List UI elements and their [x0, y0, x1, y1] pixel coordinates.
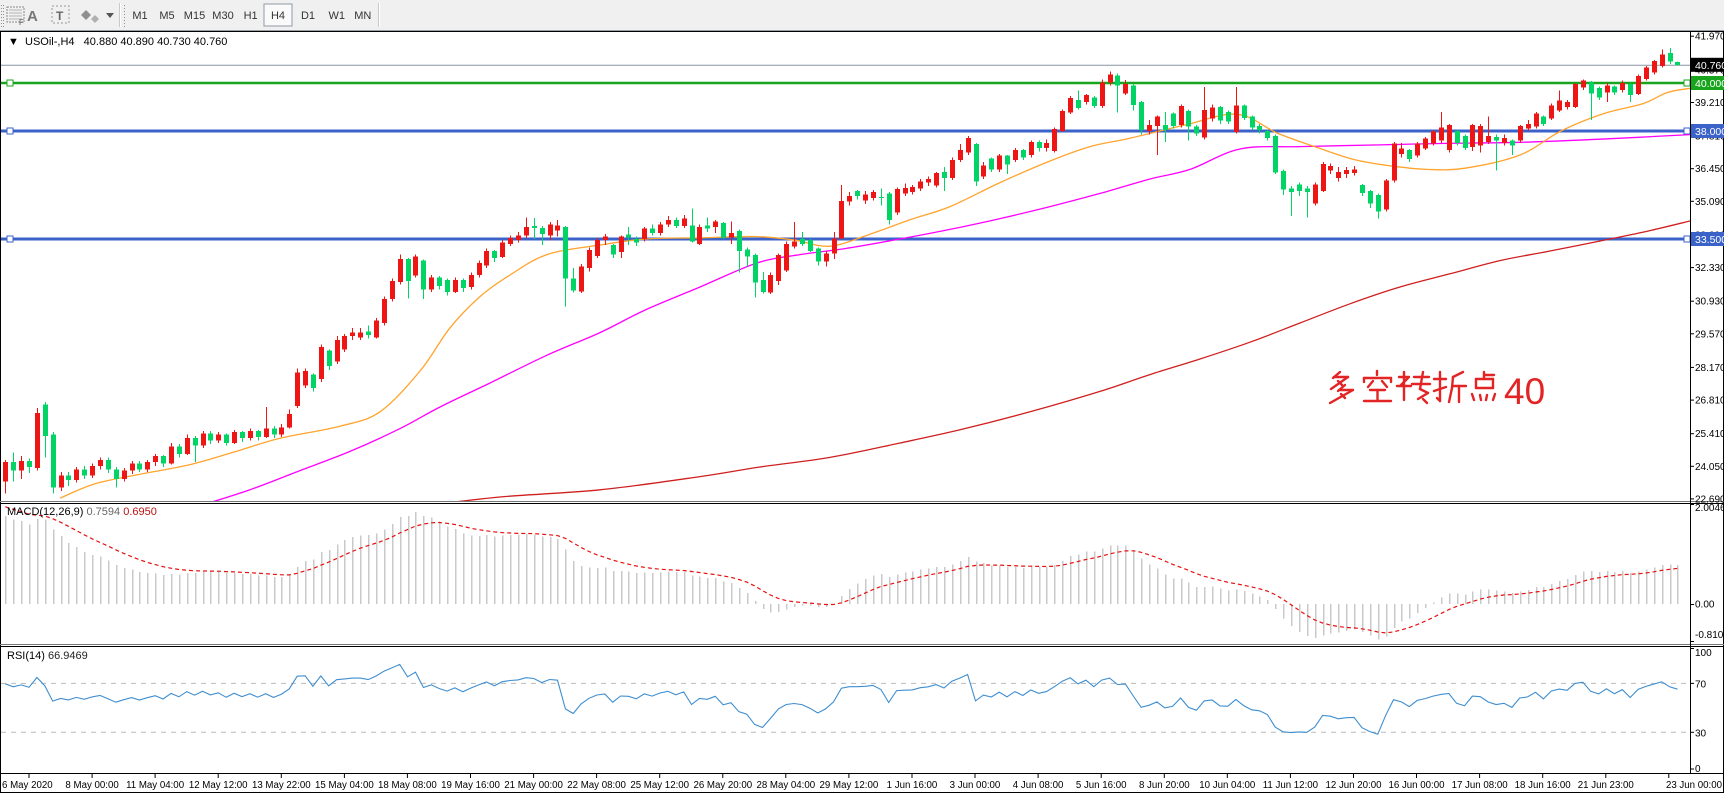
- svg-text:23 Jun 00:00: 23 Jun 00:00: [1666, 780, 1723, 791]
- svg-text:2.0046: 2.0046: [1695, 503, 1724, 514]
- svg-text:12 Jun 20:00: 12 Jun 20:00: [1325, 780, 1382, 791]
- svg-text:-0.8108: -0.8108: [1695, 630, 1724, 641]
- svg-text:16 Jun 00:00: 16 Jun 00:00: [1388, 780, 1445, 791]
- svg-text:M15: M15: [184, 10, 205, 22]
- svg-text:10 Jun 04:00: 10 Jun 04:00: [1199, 780, 1256, 791]
- svg-text:35.090: 35.090: [1695, 197, 1724, 208]
- svg-text:21 May 00:00: 21 May 00:00: [504, 780, 563, 791]
- svg-text:17 Jun 08:00: 17 Jun 08:00: [1452, 780, 1509, 791]
- svg-text:6 May 2020: 6 May 2020: [2, 780, 53, 791]
- svg-text:36.450: 36.450: [1695, 164, 1724, 175]
- svg-text:8 May 00:00: 8 May 00:00: [65, 780, 119, 791]
- svg-text:19 May 16:00: 19 May 16:00: [441, 780, 500, 791]
- svg-text:11 Jun 12:00: 11 Jun 12:00: [1263, 780, 1319, 791]
- svg-text:RSI(14) 66.9469: RSI(14) 66.9469: [7, 650, 88, 662]
- svg-text:33.500: 33.500: [1695, 234, 1724, 246]
- svg-text:30.930: 30.930: [1695, 297, 1724, 308]
- svg-text:D1: D1: [301, 10, 315, 22]
- svg-text:41.970: 41.970: [1695, 32, 1724, 43]
- svg-text:40.760: 40.760: [1695, 60, 1724, 72]
- svg-text:F: F: [19, 18, 24, 27]
- svg-text:39.210: 39.210: [1695, 98, 1724, 109]
- svg-text:40: 40: [1504, 371, 1545, 412]
- svg-text:29.570: 29.570: [1695, 329, 1724, 340]
- svg-text:100: 100: [1695, 648, 1712, 659]
- svg-text:15 May 04:00: 15 May 04:00: [315, 780, 374, 791]
- svg-text:12 May 12:00: 12 May 12:00: [189, 780, 248, 791]
- svg-text:26.810: 26.810: [1695, 396, 1724, 407]
- svg-text:38.000: 38.000: [1695, 126, 1724, 138]
- svg-text:M1: M1: [132, 10, 147, 22]
- svg-text:3 Jun 00:00: 3 Jun 00:00: [950, 780, 1001, 791]
- svg-text:▼ USOil-,H4 40.880 40.890 4: ▼ USOil-,H4 40.880 40.890 40.730 40.760: [8, 36, 227, 48]
- svg-text:M5: M5: [159, 10, 174, 22]
- svg-text:0.00: 0.00: [1695, 600, 1715, 611]
- svg-text:25.410: 25.410: [1695, 429, 1724, 440]
- svg-text:5 Jun 16:00: 5 Jun 16:00: [1076, 780, 1127, 791]
- svg-text:30: 30: [1695, 728, 1707, 739]
- svg-text:28 May 04:00: 28 May 04:00: [756, 780, 815, 791]
- svg-text:13 May 22:00: 13 May 22:00: [252, 780, 311, 791]
- svg-text:H1: H1: [244, 10, 258, 22]
- svg-text:25 May 12:00: 25 May 12:00: [630, 780, 689, 791]
- svg-text:32.330: 32.330: [1695, 263, 1724, 274]
- svg-text:T: T: [56, 9, 64, 23]
- svg-text:MACD(12,26,9) 0.7594 0.6950: MACD(12,26,9) 0.7594 0.6950: [7, 506, 157, 518]
- svg-text:A: A: [27, 8, 38, 25]
- svg-text:MN: MN: [354, 10, 371, 22]
- svg-text:40.000: 40.000: [1695, 78, 1724, 90]
- svg-text:21 Jun 23:00: 21 Jun 23:00: [1578, 780, 1635, 791]
- svg-text:11 May 04:00: 11 May 04:00: [126, 780, 185, 791]
- svg-text:M30: M30: [212, 10, 233, 22]
- svg-text:28.170: 28.170: [1695, 363, 1724, 374]
- svg-text:26 May 20:00: 26 May 20:00: [693, 780, 752, 791]
- svg-text:24.050: 24.050: [1695, 462, 1724, 473]
- svg-text:70: 70: [1695, 679, 1707, 690]
- svg-text:18 Jun 16:00: 18 Jun 16:00: [1515, 780, 1572, 791]
- svg-text:W1: W1: [328, 10, 345, 22]
- svg-text:18 May 08:00: 18 May 08:00: [378, 780, 437, 791]
- svg-text:22 May 08:00: 22 May 08:00: [567, 780, 626, 791]
- svg-text:1 Jun 16:00: 1 Jun 16:00: [887, 780, 938, 791]
- svg-text:8 Jun 20:00: 8 Jun 20:00: [1139, 780, 1190, 791]
- svg-text:4 Jun 08:00: 4 Jun 08:00: [1013, 780, 1064, 791]
- svg-text:22.690: 22.690: [1695, 494, 1724, 505]
- svg-text:29 May 12:00: 29 May 12:00: [820, 780, 879, 791]
- svg-text:0: 0: [1695, 764, 1701, 775]
- svg-text:H4: H4: [271, 10, 285, 22]
